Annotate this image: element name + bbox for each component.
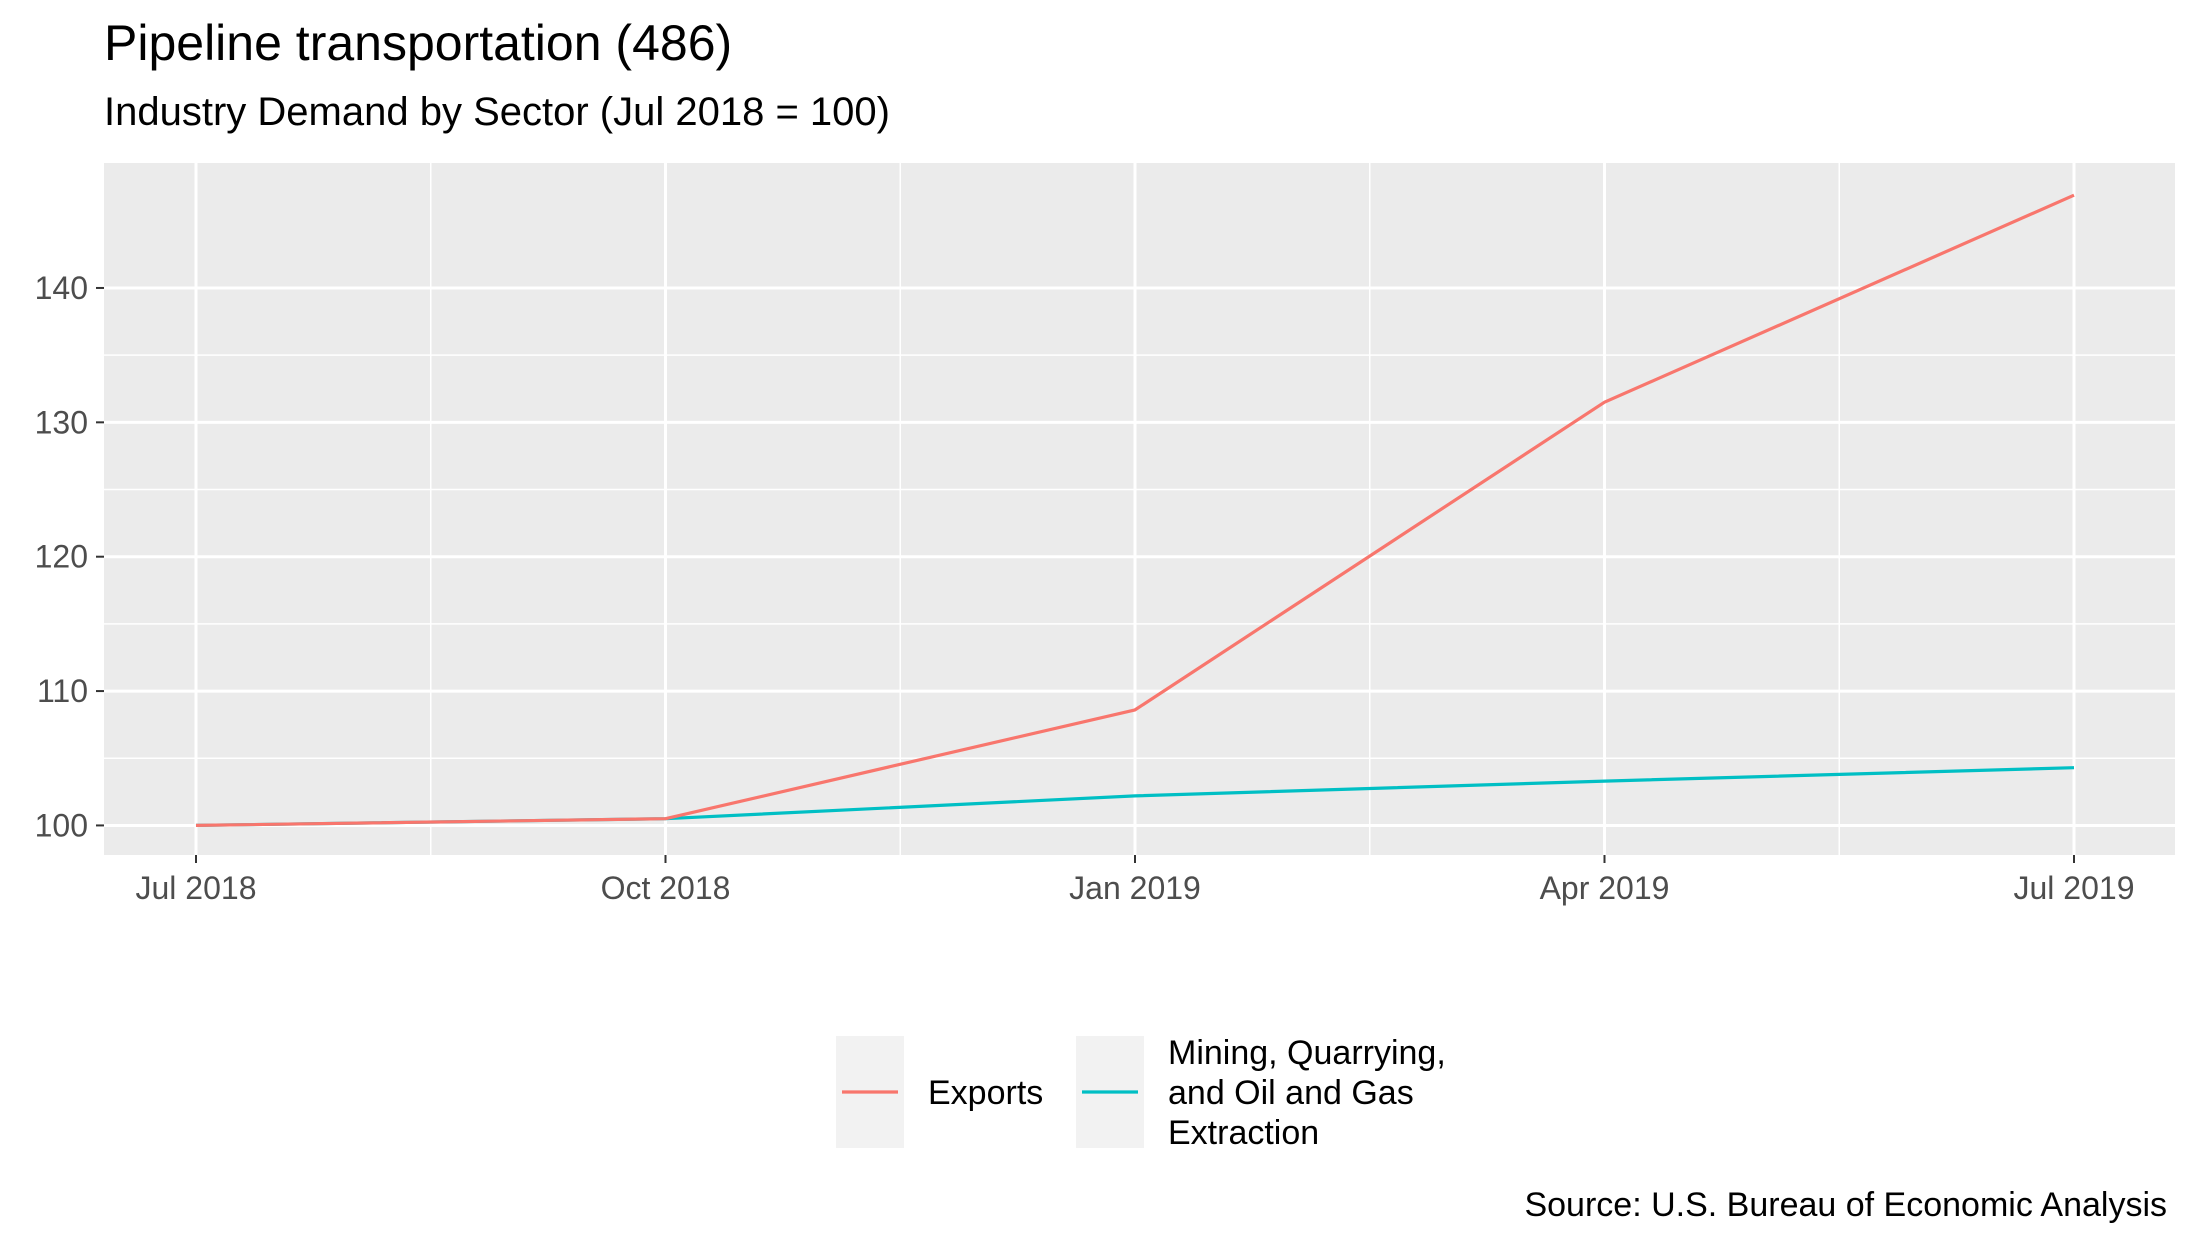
x-tick-label: Apr 2019: [1540, 870, 1670, 906]
y-tick-label: 140: [35, 270, 88, 306]
legend: Exports Mining, Quarrying,and Oil and Gas…: [836, 1034, 1446, 1152]
chart-subtitle: Industry Demand by Sector (Jul 2018 = 10…: [104, 90, 890, 134]
x-axis: Jul 2018 Oct 2018 Jan 2019 Apr 2019 Jul 2019: [136, 855, 2135, 906]
legend-label: and Oil and Gas: [1168, 1074, 1414, 1112]
y-tick-label: 130: [35, 404, 88, 440]
major-gridlines: [104, 163, 2175, 855]
legend-label: Extraction: [1168, 1114, 1319, 1152]
x-tick-label: Jul 2019: [2014, 870, 2135, 906]
minor-gridlines: [104, 163, 2175, 855]
legend-label: Exports: [928, 1074, 1043, 1112]
y-tick-label: 120: [35, 539, 88, 575]
chart-source: Source: U.S. Bureau of Economic Analysis: [1524, 1186, 2167, 1224]
y-tick-label: 110: [37, 673, 88, 709]
legend-label: Mining, Quarrying,: [1168, 1034, 1446, 1072]
y-axis: 100 110 120 130 140: [35, 270, 104, 843]
chart-title: Pipeline transportation (486): [104, 15, 733, 71]
series-lines: [195, 193, 2075, 827]
plot-panel: [104, 163, 2175, 855]
x-tick-label: Jan 2019: [1069, 870, 1201, 906]
x-tick-label: Oct 2018: [601, 870, 731, 906]
x-tick-label: Jul 2018: [136, 870, 257, 906]
series-line: [195, 193, 2075, 827]
y-tick-label: 100: [35, 807, 88, 843]
